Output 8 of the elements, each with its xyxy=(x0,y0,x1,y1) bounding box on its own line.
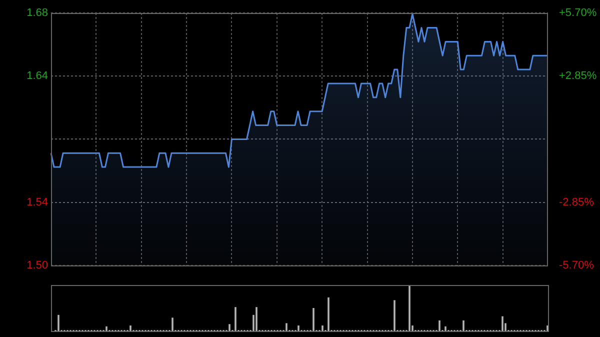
y2-tick-label: +2.85% xyxy=(559,70,597,82)
y-tick-label: 1.68 xyxy=(26,7,48,20)
y2-tick-label: -5.70% xyxy=(559,259,594,272)
y-tick-label: 1.64 xyxy=(26,70,48,82)
y-tick-label: 1.54 xyxy=(26,196,48,208)
y2-tick-label: +5.70% xyxy=(559,7,597,20)
y-tick-label: 1.50 xyxy=(26,259,48,272)
y2-tick-label: -2.85% xyxy=(559,196,594,208)
